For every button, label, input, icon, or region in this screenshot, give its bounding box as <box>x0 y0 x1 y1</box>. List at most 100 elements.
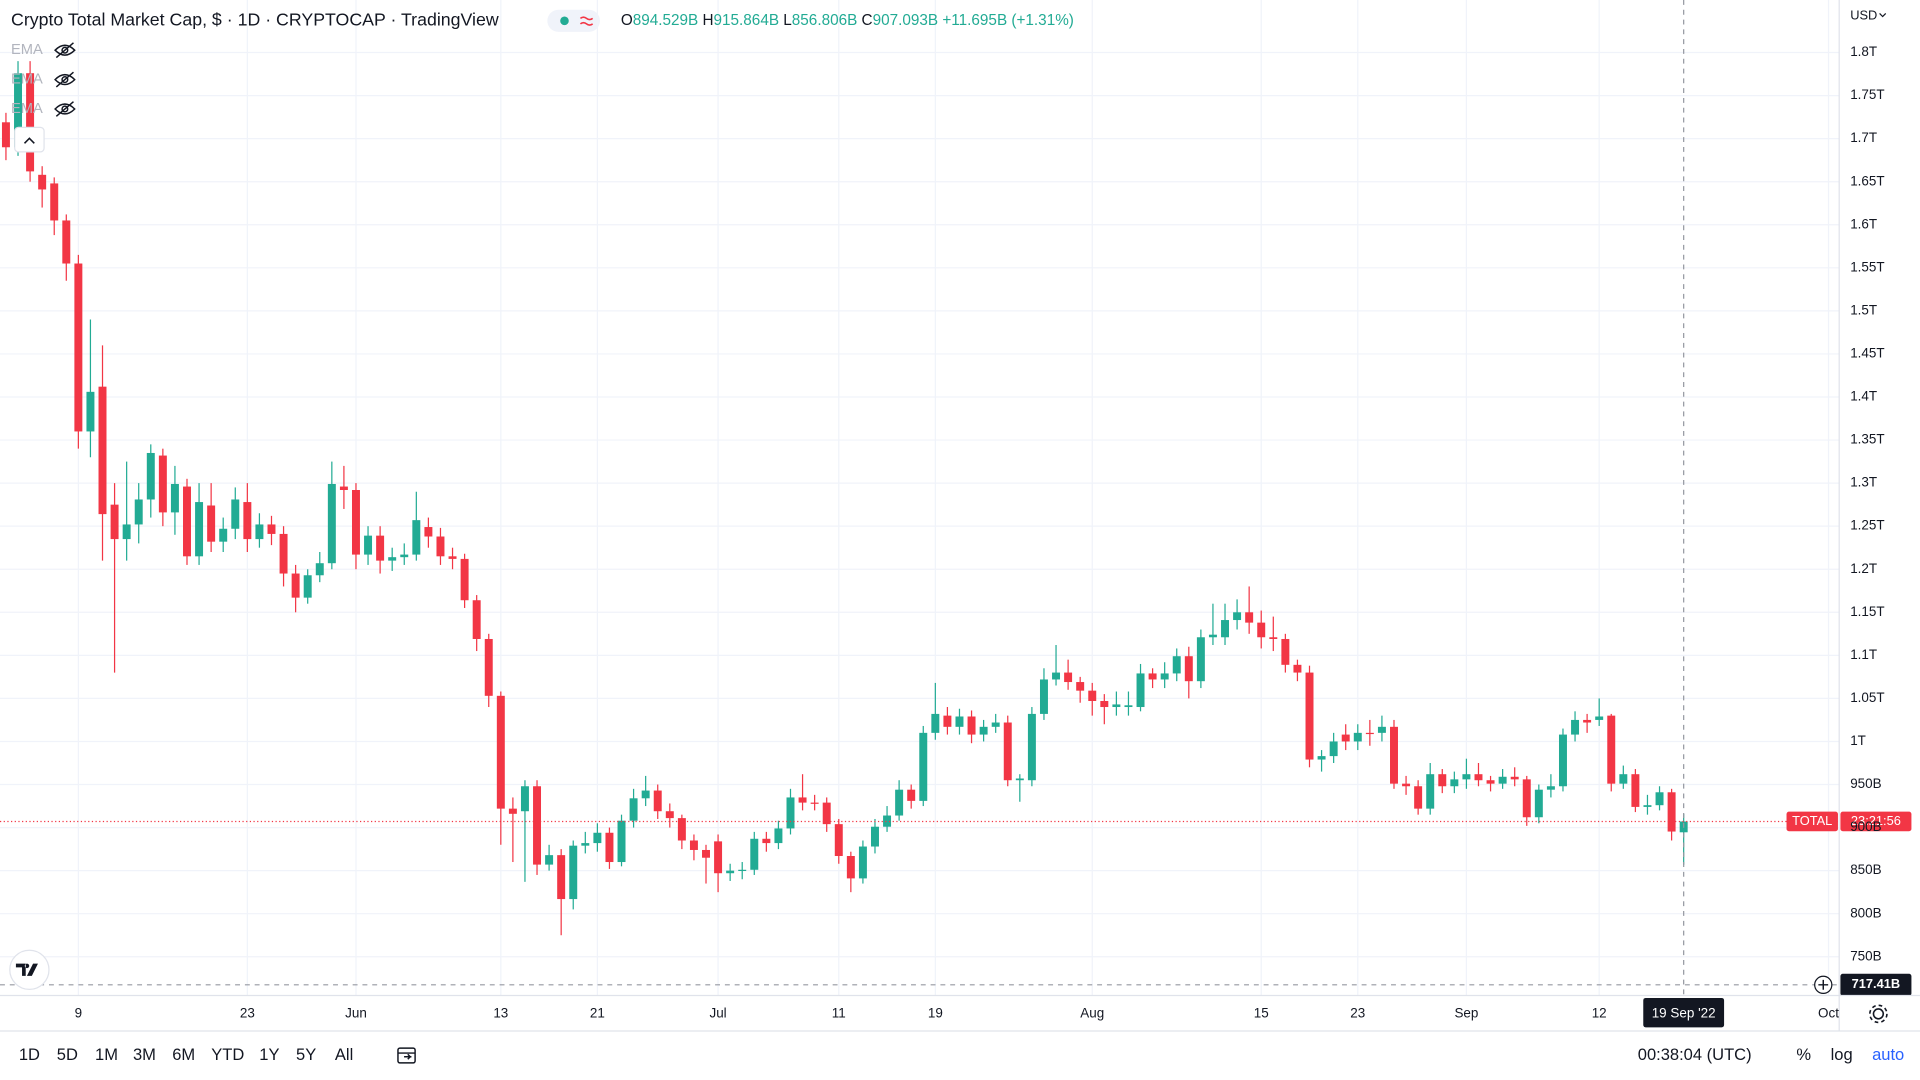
candle-body <box>883 815 892 827</box>
candle-body <box>122 524 131 540</box>
candle-body <box>786 797 795 829</box>
candle-body <box>617 820 626 863</box>
collapse-icon <box>23 137 35 144</box>
percent-toggle[interactable]: % <box>1796 1045 1811 1064</box>
candle-body <box>871 826 879 847</box>
candle-body <box>315 563 324 576</box>
add-alert-icon <box>1818 979 1829 990</box>
candle-body <box>1148 673 1157 680</box>
status-badge[interactable] <box>547 9 600 32</box>
candle-body <box>86 391 95 432</box>
candle-body <box>195 502 204 557</box>
goto-date-button[interactable] <box>397 1047 416 1064</box>
candle-body <box>1619 774 1628 784</box>
range-button[interactable]: 5D <box>57 1045 78 1064</box>
collapse-button[interactable] <box>14 126 45 153</box>
delay-icon <box>579 16 594 26</box>
range-button[interactable]: All <box>335 1045 353 1064</box>
candle-body <box>762 838 771 844</box>
candle-body <box>1595 716 1604 720</box>
candle-body <box>134 499 143 525</box>
y-tick-label: 1.05T <box>1850 690 1884 705</box>
candle-body <box>1136 673 1145 708</box>
candle-body <box>1052 672 1061 680</box>
candle-body <box>520 786 529 812</box>
candle-body <box>14 73 23 148</box>
hidden-icon[interactable] <box>54 71 76 88</box>
candles <box>1 61 1688 936</box>
indicator-name[interactable]: EMA <box>11 101 43 117</box>
candle-body <box>1426 774 1435 809</box>
candle-body <box>1583 719 1592 723</box>
range-button[interactable]: 1M <box>95 1045 118 1064</box>
legend-value: 915.864B <box>714 12 780 29</box>
candle-body <box>448 556 457 559</box>
auto-toggle[interactable]: auto <box>1872 1045 1904 1064</box>
candle-body <box>472 600 481 639</box>
candle-body <box>303 575 312 598</box>
y-tick-label: 1.45T <box>1850 346 1884 361</box>
candle-body <box>207 505 216 542</box>
candle-body <box>641 790 650 799</box>
price-tag <box>1840 811 1912 832</box>
log-toggle[interactable]: log <box>1831 1045 1853 1064</box>
symbol-tag <box>1786 811 1838 832</box>
candle-body <box>629 798 638 821</box>
candle-body <box>1196 637 1205 682</box>
range-button[interactable]: 6M <box>172 1045 195 1064</box>
candle-body <box>1667 792 1676 832</box>
legend-key: O <box>621 12 633 29</box>
candle-body <box>1003 722 1012 781</box>
candle-body <box>738 869 747 872</box>
range-button[interactable]: 1D <box>19 1045 40 1064</box>
status-dot <box>560 16 569 26</box>
candle-body <box>810 802 819 804</box>
indicator-name[interactable]: EMA <box>11 71 43 87</box>
range-button[interactable]: 5Y <box>296 1045 316 1064</box>
candle-body <box>653 790 662 812</box>
clock[interactable]: 00:38:04 (UTC) <box>1638 1045 1752 1064</box>
y-tick-label: 1.15T <box>1850 604 1884 619</box>
hidden-icon[interactable] <box>54 42 76 59</box>
y-tick-label: 750B <box>1850 948 1881 963</box>
candle-body <box>1039 679 1048 714</box>
candle-body <box>1402 783 1411 787</box>
candle-body <box>1510 776 1519 780</box>
candle-body <box>1462 774 1471 780</box>
candle-body <box>508 808 517 814</box>
candle-body <box>665 811 674 819</box>
candle-body <box>50 183 59 221</box>
candle-body <box>702 849 710 858</box>
x-tick-label: 23 <box>1350 1005 1365 1020</box>
settings-button[interactable] <box>1869 1004 1888 1024</box>
candle-body <box>1341 734 1350 742</box>
candle-body <box>991 722 1000 727</box>
y-tick-label: 1.75T <box>1850 87 1884 102</box>
indicator-name[interactable]: EMA <box>11 42 43 58</box>
candle-body <box>243 502 252 540</box>
y-tick-label: 1.2T <box>1850 561 1877 576</box>
candle-body <box>1208 634 1217 638</box>
currency-selector[interactable]: USD <box>1850 7 1877 22</box>
candle-body <box>62 220 71 264</box>
candle-body <box>1414 786 1423 809</box>
range-button[interactable]: 3M <box>133 1045 156 1064</box>
y-tick-label: 1.1T <box>1850 647 1877 662</box>
candle-body <box>1257 622 1266 638</box>
range-button[interactable]: 1Y <box>259 1045 279 1064</box>
candle-body <box>1124 705 1133 708</box>
legend-change: +11.695B (+1.31%) <box>942 12 1074 29</box>
y-tick-label: 1.25T <box>1850 518 1884 533</box>
logo[interactable] <box>9 949 50 990</box>
candle-body <box>774 828 783 844</box>
candle-body <box>1027 713 1036 781</box>
candle-body <box>605 832 614 863</box>
candle-body <box>1365 732 1374 735</box>
candle-body <box>533 786 542 865</box>
range-button[interactable]: YTD <box>211 1045 244 1064</box>
candle-body <box>1064 672 1073 683</box>
candle-body <box>376 535 385 561</box>
hidden-icon[interactable] <box>54 101 76 117</box>
candle-body <box>1353 732 1362 742</box>
